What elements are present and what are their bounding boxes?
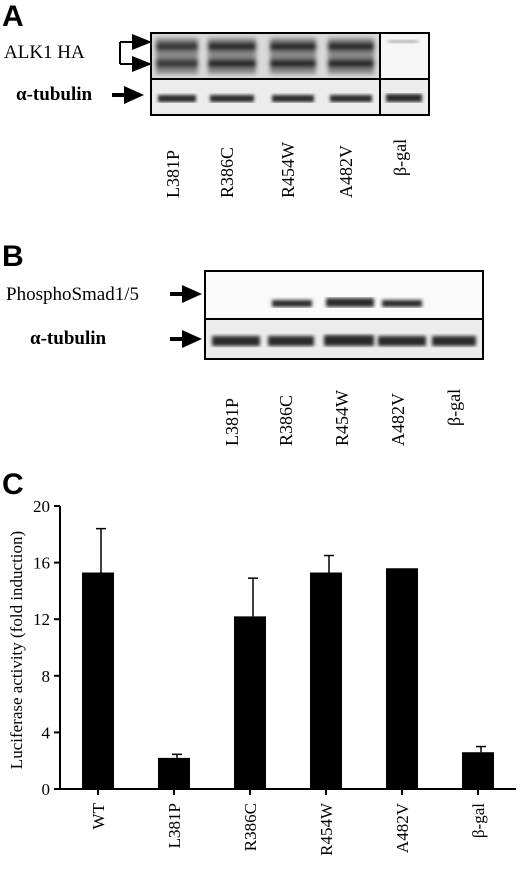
phospho-arrow bbox=[182, 285, 202, 303]
alpha-symbol: α bbox=[16, 84, 27, 105]
x-tick-label-5: β-gal bbox=[469, 803, 488, 838]
alk1-blot bbox=[150, 32, 430, 80]
x-tick-label-1: L381P bbox=[165, 803, 184, 848]
tubulin-blot-a bbox=[150, 78, 430, 116]
tubulin-label-b: α-tubulin bbox=[30, 328, 106, 350]
chart-bars bbox=[82, 527, 494, 789]
tubulin-arrow-shaft-a bbox=[112, 93, 126, 97]
tubulin-arrow-shaft-b bbox=[170, 337, 184, 341]
panel-b-letter: B bbox=[2, 240, 24, 273]
y-axis-label: Luciferase activity (fold induction) bbox=[7, 531, 26, 769]
bar-2 bbox=[234, 616, 266, 789]
panel-c-letter: C bbox=[2, 468, 24, 501]
y-tick-label-4: 16 bbox=[33, 554, 50, 573]
tubulin-bands-a bbox=[152, 80, 428, 114]
tubulin-arrow-b bbox=[182, 330, 202, 348]
chart-axes bbox=[59, 506, 516, 790]
y-tick-label-5: 20 bbox=[33, 497, 50, 516]
tubulin-text: -tubulin bbox=[26, 84, 93, 105]
y-tick-label-0: 0 bbox=[42, 780, 51, 799]
chart-ticks: 0 4 8 12 16 20 bbox=[33, 497, 60, 799]
y-tick-label-2: 8 bbox=[42, 667, 51, 686]
bar-5 bbox=[462, 752, 494, 789]
phosphosmad-blot bbox=[204, 270, 484, 320]
tubulin-arrow-a bbox=[124, 86, 144, 104]
tubulin-bands-b bbox=[206, 320, 482, 358]
x-tick-label-4: A482V bbox=[393, 802, 412, 853]
tubulin-label-a: α-tubulin bbox=[16, 84, 92, 106]
phosphosmad-label: PhosphoSmad1/5 bbox=[6, 284, 140, 305]
bar-3 bbox=[310, 572, 342, 789]
alk1-ha-label: ALK1 HA bbox=[4, 42, 85, 63]
alpha-symbol-b: α bbox=[30, 328, 41, 349]
x-tick-label-2: R386C bbox=[241, 803, 260, 851]
y-tick-label-3: 12 bbox=[33, 610, 50, 629]
tubulin-blot-b bbox=[204, 318, 484, 360]
alk1-bands bbox=[152, 34, 428, 78]
panel-a-letter: A bbox=[2, 0, 24, 33]
x-tick-label-3: R454W bbox=[317, 802, 336, 856]
x-tick-label-0: WT bbox=[89, 802, 108, 829]
y-tick-label-1: 4 bbox=[42, 723, 51, 742]
tubulin-text-b: -tubulin bbox=[40, 328, 107, 349]
bar-0 bbox=[82, 572, 114, 789]
phospho-arrow-shaft bbox=[170, 292, 184, 296]
phosphosmad-bands bbox=[206, 272, 482, 318]
alk1-bracket-arrows bbox=[119, 34, 152, 72]
bar-4 bbox=[386, 568, 418, 789]
bar-1 bbox=[158, 757, 190, 789]
chart-x-labels: WT L381P R386C R454W A482V β-gal bbox=[89, 789, 488, 856]
